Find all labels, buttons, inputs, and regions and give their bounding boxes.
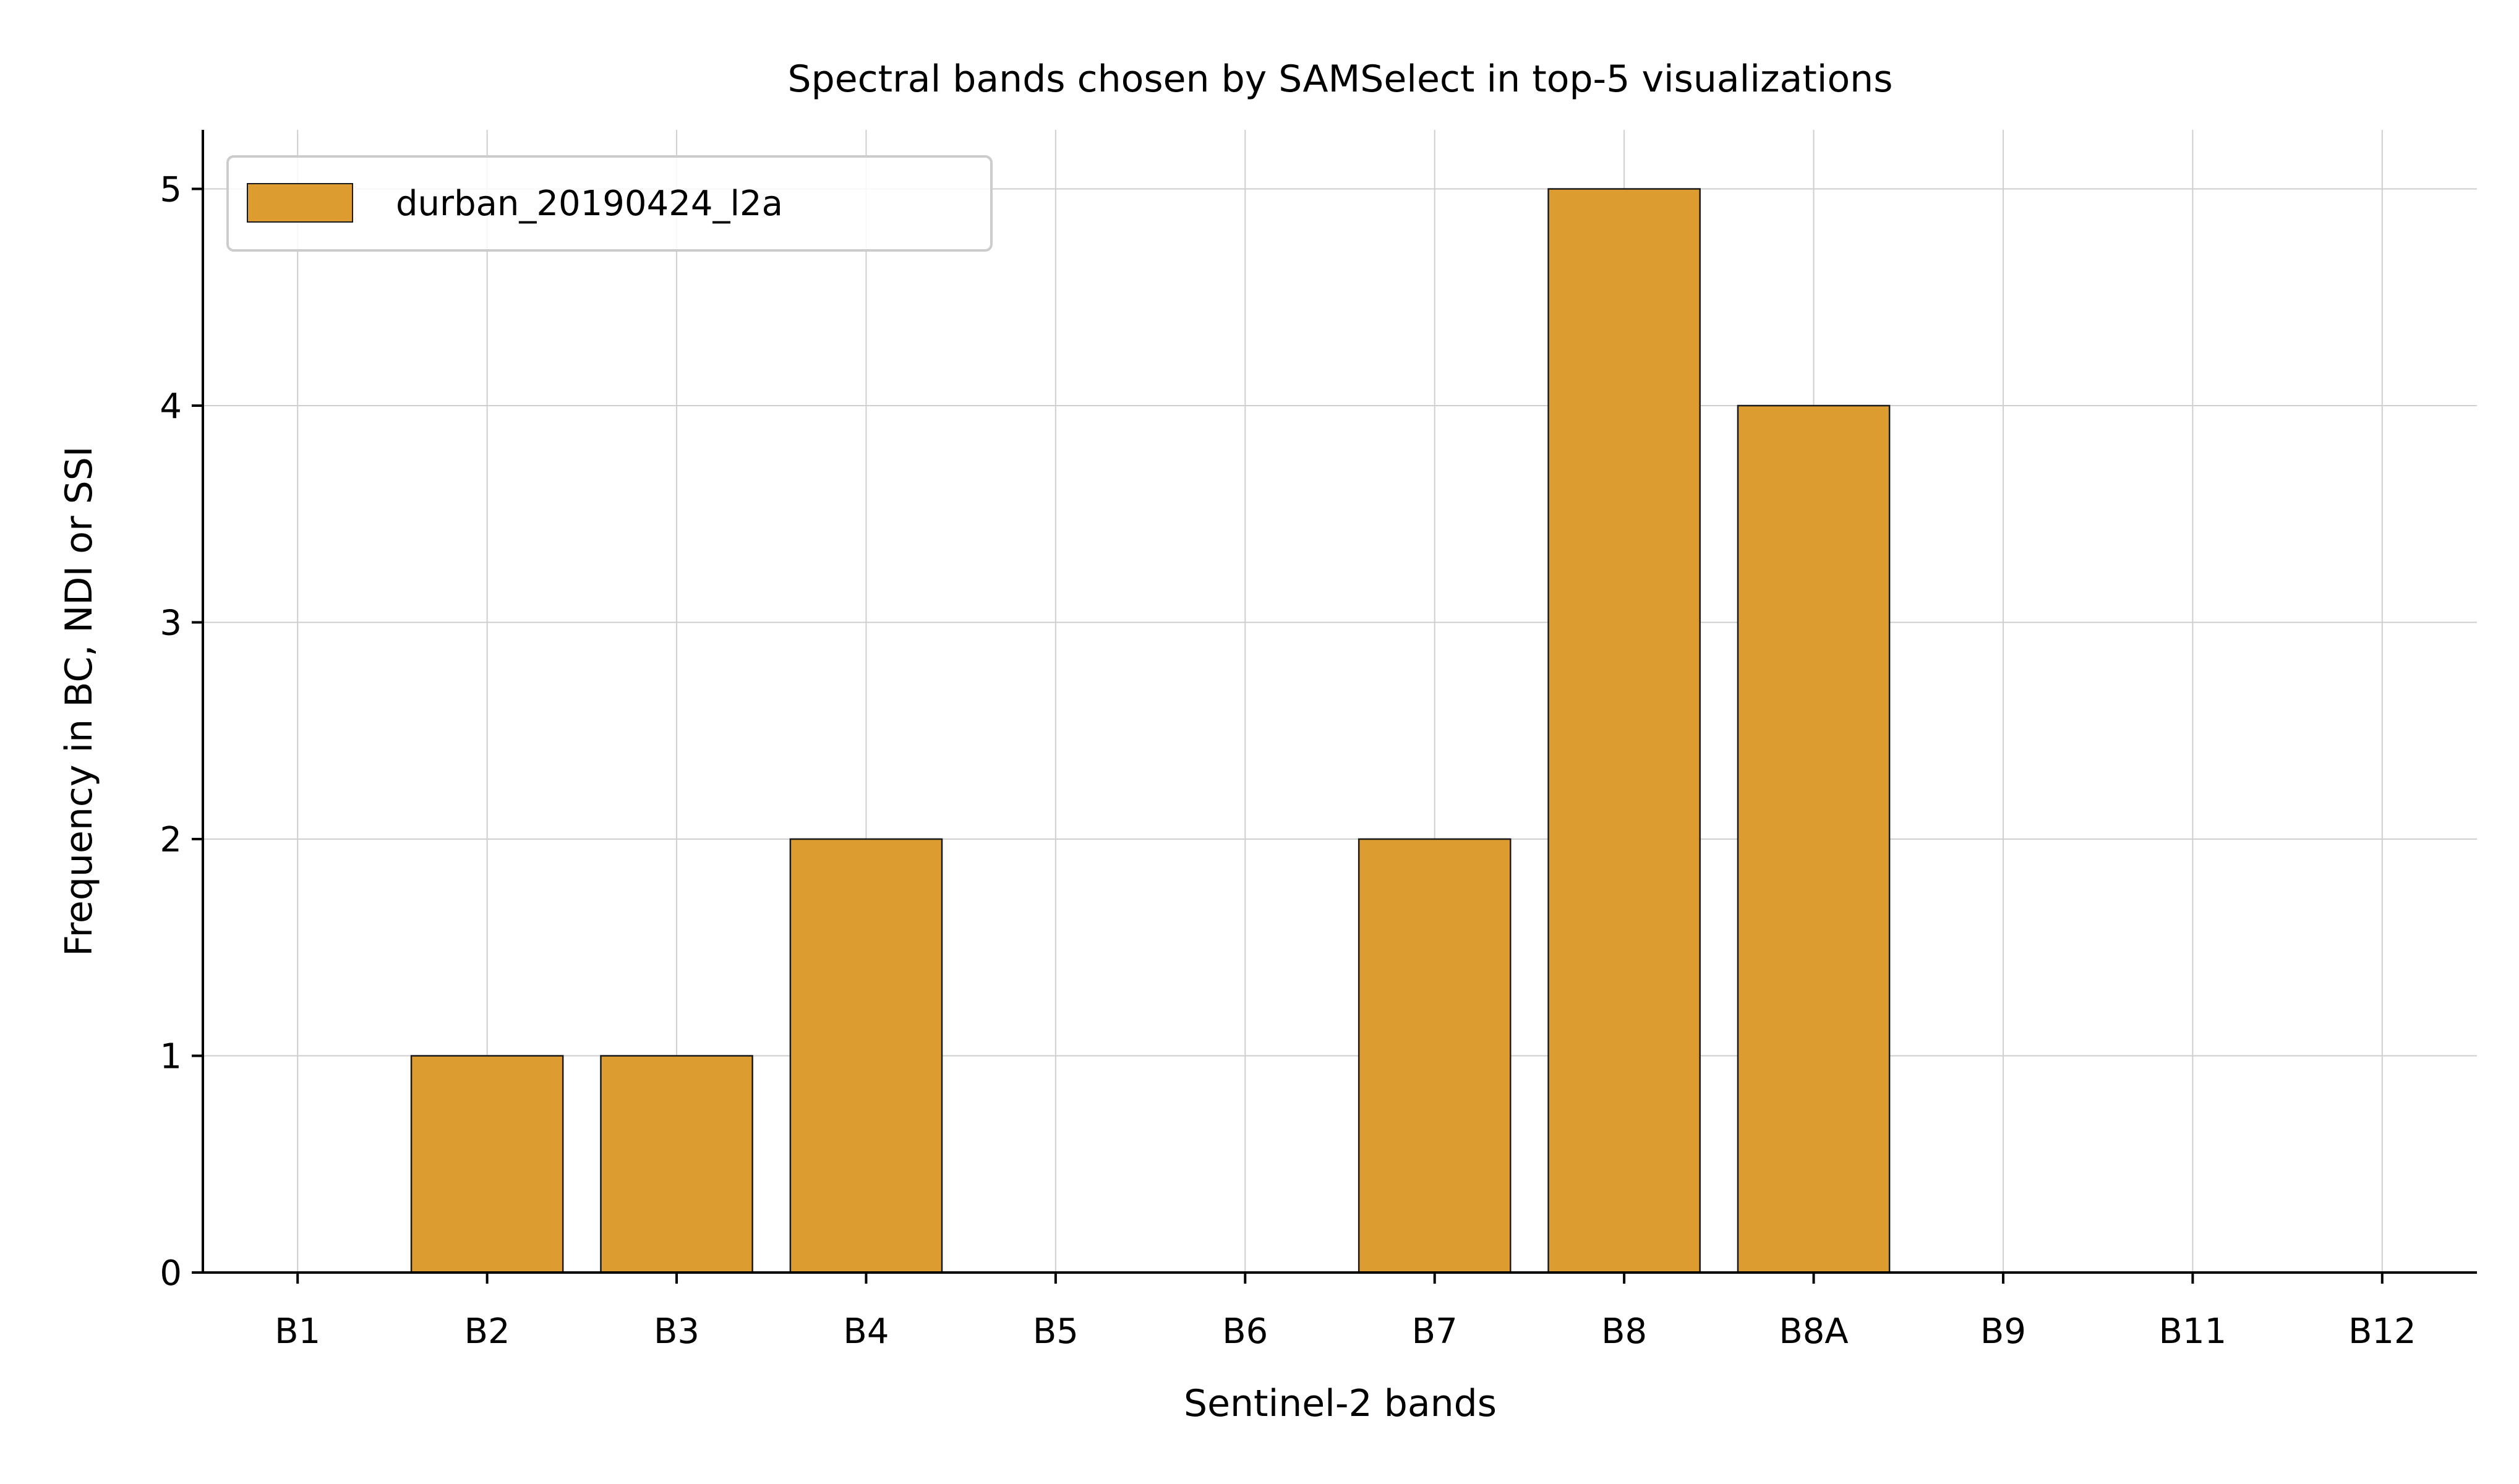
grid: [203, 130, 2477, 1273]
x-ticks: B1 B2 B3 B4 B5 B6 B7 B8 B8A B9 B11 B12: [275, 1273, 2416, 1352]
y-axis-label: Frequency in BC, NDI or SSI: [58, 446, 101, 956]
x-tick-label: B1: [275, 1311, 320, 1352]
x-tick-label: B11: [2159, 1311, 2227, 1352]
chart-title: Spectral bands chosen by SAMSelect in to…: [788, 58, 1893, 101]
bar-B4: [789, 838, 943, 1274]
bar-B7: [1358, 838, 1512, 1274]
y-tick-label: 3: [160, 603, 182, 644]
y-tick-label: 1: [160, 1037, 182, 1077]
x-tick-label: B7: [1412, 1311, 1458, 1352]
bar-B8A: [1737, 404, 1891, 1274]
legend-frame: [226, 155, 993, 252]
y-tick-label: 0: [160, 1253, 182, 1294]
x-tick-label: B4: [843, 1311, 889, 1352]
x-tick-label: B9: [1980, 1311, 2026, 1352]
x-tick-label: B8A: [1779, 1311, 1848, 1352]
y-tick-label: 4: [160, 386, 182, 427]
bar-B3: [600, 1055, 753, 1274]
bar-B2: [410, 1055, 564, 1274]
bar-B8: [1547, 188, 1701, 1274]
y-tick-label: 2: [160, 820, 182, 860]
bars: [410, 188, 1891, 1274]
x-tick-label: B2: [464, 1311, 510, 1352]
x-tick-label: B3: [654, 1311, 699, 1352]
legend-swatch: [247, 183, 353, 223]
y-ticks: 0 1 2 3 4 5: [160, 170, 203, 1294]
x-axis-label: Sentinel-2 bands: [1184, 1382, 1497, 1425]
legend: durban_20190424_l2a: [226, 155, 993, 252]
legend-label: durban_20190424_l2a: [396, 184, 783, 224]
x-tick-label: B6: [1222, 1311, 1268, 1352]
x-tick-label: B5: [1033, 1311, 1079, 1352]
x-tick-label: B8: [1601, 1311, 1647, 1352]
x-tick-label: B12: [2348, 1311, 2416, 1352]
y-tick-label: 5: [160, 170, 182, 210]
